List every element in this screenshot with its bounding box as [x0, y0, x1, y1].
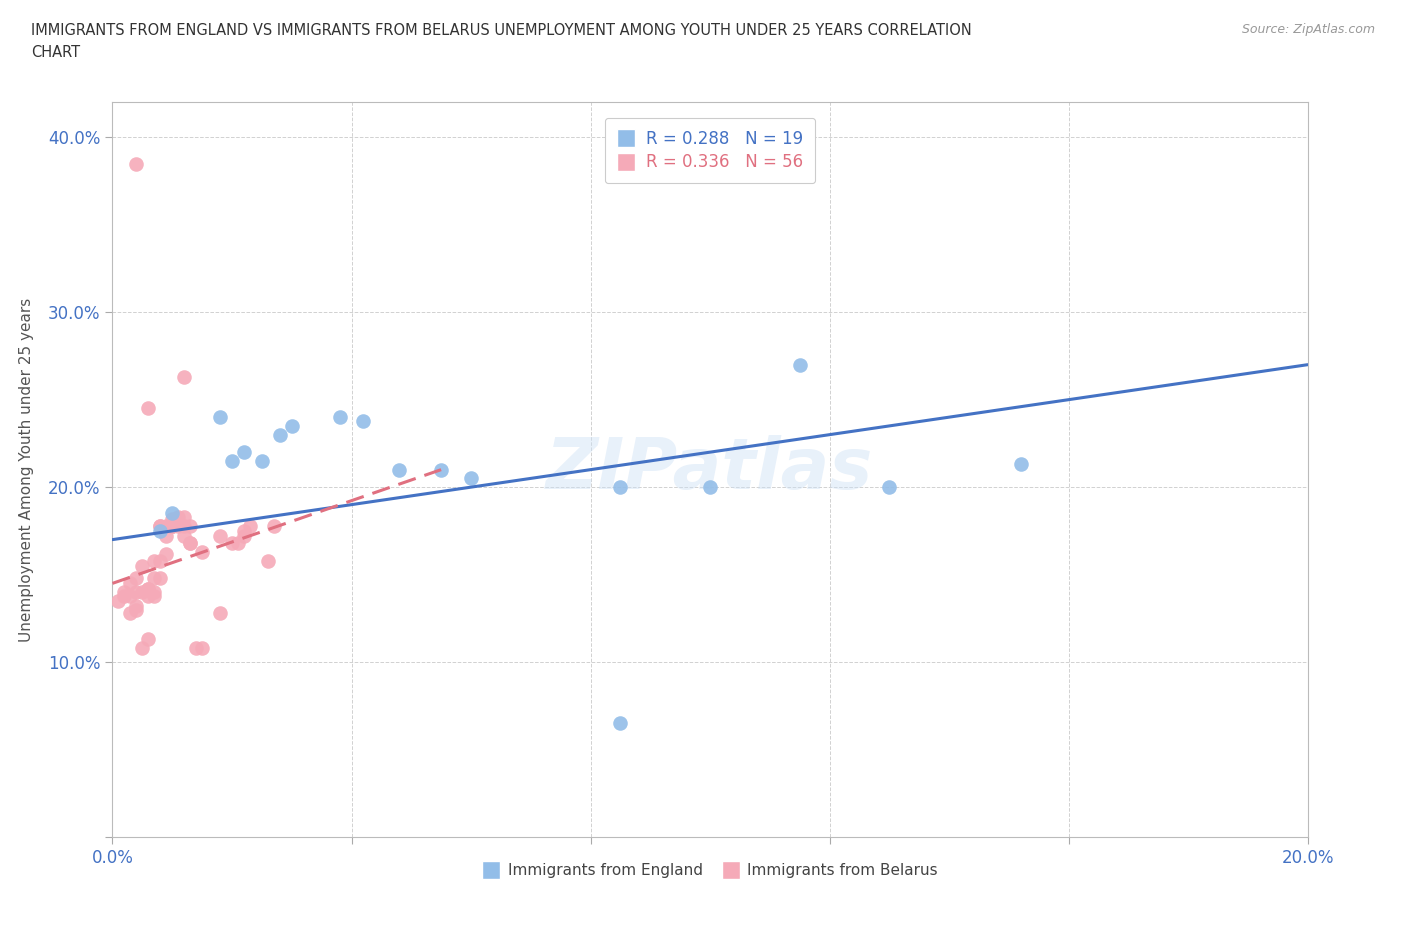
- Point: [699, 480, 721, 495]
- Point: [162, 512, 183, 526]
- Point: [179, 536, 201, 551]
- Y-axis label: Unemployment Among Youth under 25 years: Unemployment Among Youth under 25 years: [20, 298, 34, 642]
- Point: [173, 369, 195, 384]
- Point: [388, 462, 411, 477]
- Point: [125, 585, 148, 600]
- Point: [430, 462, 453, 477]
- Point: [143, 571, 166, 586]
- Point: [173, 518, 195, 533]
- Point: [162, 518, 183, 533]
- Point: [329, 410, 352, 425]
- Point: [138, 631, 160, 646]
- Point: [179, 518, 201, 533]
- Point: [233, 524, 256, 538]
- Point: [138, 588, 160, 603]
- Point: [179, 536, 201, 551]
- Point: [186, 641, 208, 656]
- Point: [114, 588, 135, 603]
- Text: ZIPatlas: ZIPatlas: [547, 435, 873, 504]
- Point: [125, 156, 148, 171]
- Point: [149, 518, 172, 533]
- Point: [143, 588, 166, 603]
- Point: [353, 413, 375, 428]
- Point: [167, 510, 190, 525]
- Point: [263, 518, 285, 533]
- Text: IMMIGRANTS FROM ENGLAND VS IMMIGRANTS FROM BELARUS UNEMPLOYMENT AMONG YOUTH UNDE: IMMIGRANTS FROM ENGLAND VS IMMIGRANTS FR…: [31, 23, 972, 38]
- Point: [191, 544, 214, 559]
- Point: [138, 581, 160, 596]
- Point: [191, 641, 214, 656]
- Text: CHART: CHART: [31, 45, 80, 60]
- Text: Source: ZipAtlas.com: Source: ZipAtlas.com: [1241, 23, 1375, 36]
- Point: [221, 536, 243, 551]
- Point: [114, 585, 135, 600]
- Point: [173, 528, 195, 543]
- Point: [609, 480, 631, 495]
- Point: [209, 605, 232, 620]
- Point: [149, 571, 172, 586]
- Point: [460, 471, 482, 485]
- Point: [155, 518, 177, 533]
- Legend: Immigrants from England, Immigrants from Belarus: Immigrants from England, Immigrants from…: [477, 857, 943, 884]
- Point: [226, 536, 249, 551]
- Point: [209, 528, 232, 543]
- Point: [120, 576, 142, 591]
- Point: [131, 558, 153, 573]
- Point: [269, 427, 291, 442]
- Point: [125, 599, 148, 614]
- Point: [149, 524, 172, 538]
- Point: [138, 401, 160, 416]
- Point: [125, 602, 148, 617]
- Point: [125, 571, 148, 586]
- Point: [162, 506, 183, 521]
- Point: [221, 454, 243, 469]
- Point: [162, 518, 183, 533]
- Point: [149, 553, 172, 568]
- Point: [173, 510, 195, 525]
- Point: [257, 553, 280, 568]
- Point: [131, 585, 153, 600]
- Point: [162, 518, 183, 533]
- Point: [167, 518, 190, 533]
- Point: [233, 445, 256, 459]
- Point: [789, 357, 811, 372]
- Point: [120, 605, 142, 620]
- Point: [879, 480, 901, 495]
- Point: [155, 546, 177, 561]
- Point: [107, 593, 129, 608]
- Point: [1010, 457, 1032, 472]
- Point: [281, 418, 304, 433]
- Point: [131, 641, 153, 656]
- Point: [162, 518, 183, 533]
- Point: [239, 518, 262, 533]
- Point: [609, 716, 631, 731]
- Point: [155, 528, 177, 543]
- Point: [120, 588, 142, 603]
- Point: [138, 581, 160, 596]
- Point: [233, 528, 256, 543]
- Point: [209, 410, 232, 425]
- Point: [143, 553, 166, 568]
- Point: [149, 518, 172, 533]
- Point: [143, 585, 166, 600]
- Point: [250, 454, 273, 469]
